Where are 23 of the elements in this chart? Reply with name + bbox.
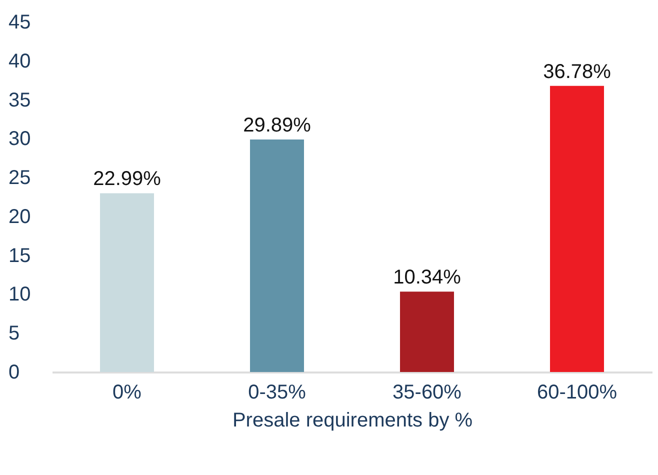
- y-tick-label: 25: [8, 167, 31, 190]
- y-tick-label: 20: [8, 206, 31, 228]
- y-tick-label: 30: [8, 128, 31, 150]
- x-tick-label: 0-35%: [248, 382, 306, 404]
- data-label: 29.89%: [243, 114, 312, 137]
- x-tick-label: 0%: [112, 382, 142, 404]
- x-tick-label: 60-100%: [536, 382, 618, 404]
- y-tick-label: 10: [8, 284, 31, 306]
- y-tick-label: 0: [8, 362, 20, 384]
- y-tick-label: 45: [8, 12, 31, 34]
- bar: [400, 292, 454, 372]
- bar: [550, 86, 604, 372]
- data-label: 22.99%: [93, 168, 162, 190]
- y-tick-label: 35: [8, 89, 31, 112]
- x-tick-label: 35-60%: [392, 382, 462, 404]
- data-label: 36.78%: [543, 60, 612, 83]
- bar: [100, 193, 154, 372]
- y-tick-label: 40: [8, 50, 31, 72]
- y-tick-label: 5: [8, 322, 20, 345]
- x-axis-title: Presale requirements by %: [232, 410, 473, 432]
- data-label: 10.34%: [393, 266, 462, 289]
- y-tick-label: 15: [8, 244, 31, 267]
- bar: [250, 140, 304, 372]
